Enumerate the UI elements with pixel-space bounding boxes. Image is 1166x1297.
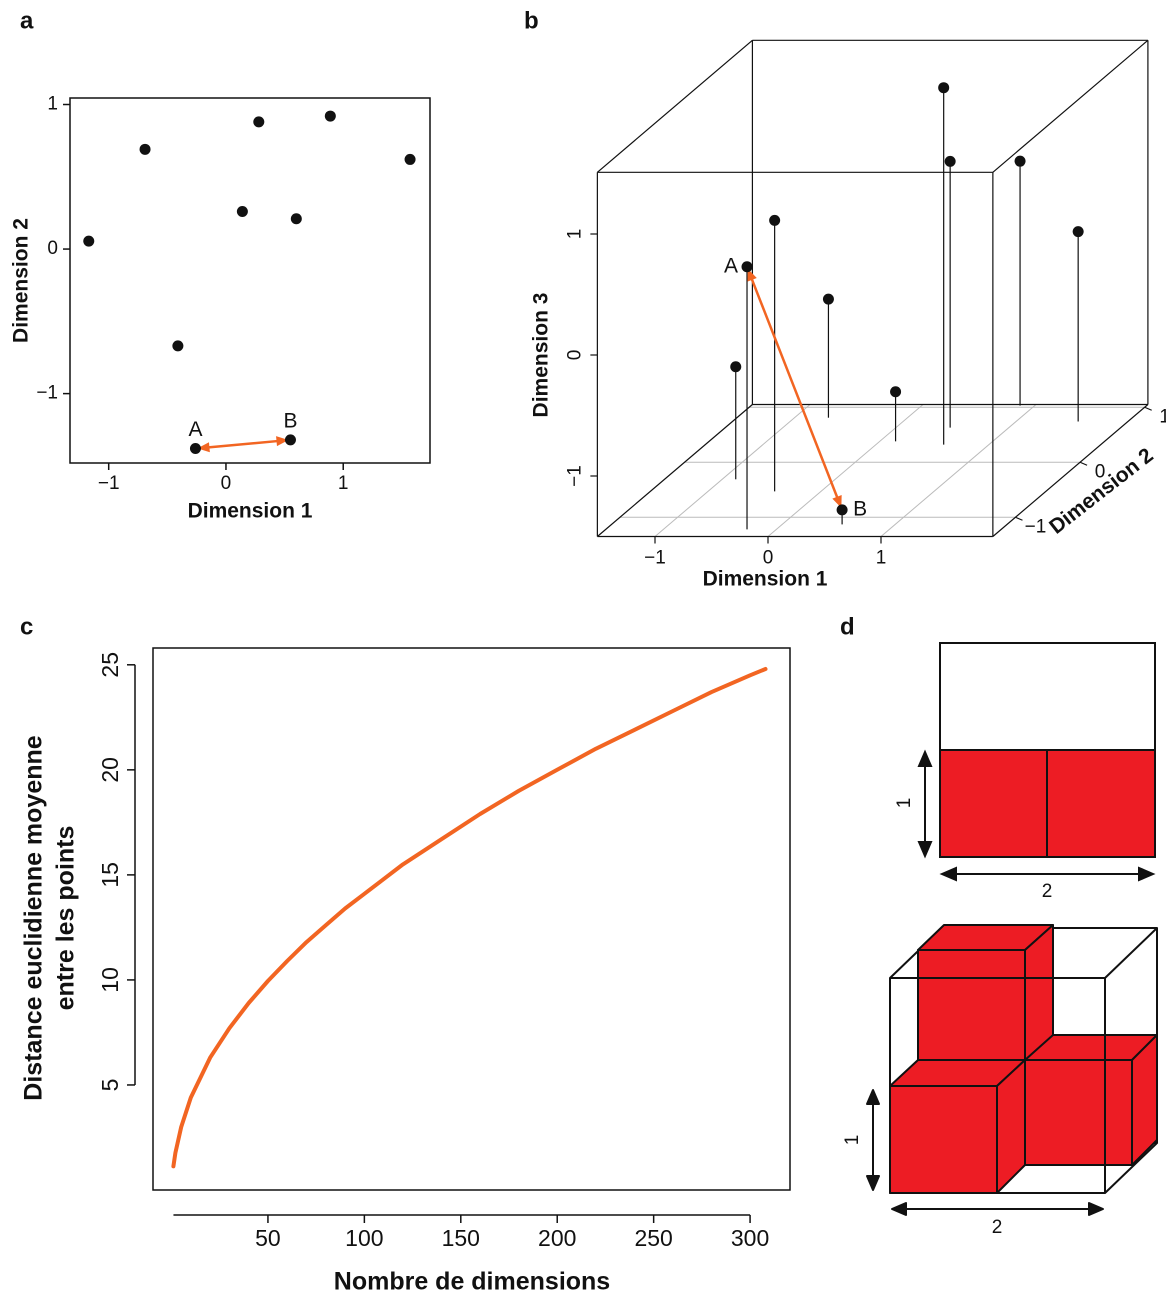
page: {"chart_data":[ {"panel":"a","type":"sca… — [0, 0, 1166, 1297]
box-edge — [993, 40, 1148, 172]
grid-line — [881, 405, 1036, 537]
x-axis-label: Dimension 1 — [188, 500, 313, 523]
box-edge — [597, 40, 752, 172]
x-tick-label: 150 — [442, 1225, 480, 1251]
y-tick-label: 25 — [97, 652, 123, 678]
x-tick-label: 1 — [338, 473, 349, 494]
point — [325, 111, 336, 122]
z-tick-label: 0 — [564, 350, 585, 361]
point — [1073, 226, 1084, 237]
panel-letter: c — [20, 613, 33, 640]
point — [730, 361, 741, 372]
point-label: B — [283, 409, 297, 432]
point — [945, 156, 956, 167]
dimension-label: 1 — [842, 1135, 863, 1146]
panel-letter: b — [524, 7, 539, 34]
point-label: B — [853, 497, 867, 520]
y-tick — [1015, 517, 1022, 520]
y-tick-label: −1 — [1025, 516, 1047, 537]
z-axis-label: Dimension 3 — [530, 293, 553, 418]
y-tick-label: 10 — [97, 967, 123, 993]
y-axis-label: Distance euclidienne moyenne — [20, 735, 48, 1100]
point — [140, 144, 151, 155]
x-tick-label: −1 — [98, 473, 120, 494]
point — [742, 261, 753, 272]
point-label: A — [724, 254, 738, 277]
point — [237, 206, 248, 217]
point — [837, 504, 848, 515]
x-tick-label: 0 — [763, 548, 774, 569]
plot-frame — [70, 98, 430, 463]
dimension-label: 2 — [992, 1217, 1003, 1238]
y-tick-label: 1 — [1159, 406, 1166, 427]
point — [253, 116, 264, 127]
y-tick — [1080, 462, 1087, 465]
grid-line — [655, 405, 810, 537]
point — [890, 386, 901, 397]
arrow-line — [750, 275, 839, 501]
panel-letter: a — [20, 7, 34, 34]
diagram-cube — [867, 925, 1157, 1215]
y-axis-label: Dimension 2 — [1045, 444, 1158, 539]
x-axis-label: Nombre de dimensions — [334, 1268, 610, 1296]
panel-letter: d — [840, 613, 855, 640]
arrow-line — [204, 441, 281, 448]
x-tick-label: −1 — [644, 548, 666, 569]
point — [405, 154, 416, 165]
x-tick-label: 250 — [634, 1225, 672, 1251]
point — [938, 82, 949, 93]
y-axis-label: entre les points — [52, 826, 80, 1011]
z-tick-label: 1 — [564, 229, 585, 240]
y-axis-label: Dimension 2 — [10, 218, 33, 343]
point-label: A — [188, 418, 202, 441]
dimension-label: 1 — [894, 798, 915, 809]
y-tick-label: 20 — [97, 757, 123, 783]
x-tick-label: 0 — [221, 473, 232, 494]
x-tick-label: 200 — [538, 1225, 576, 1251]
point — [83, 236, 94, 247]
y-tick-label: 1 — [47, 94, 58, 115]
y-tick-label: 5 — [97, 1079, 123, 1092]
point — [769, 215, 780, 226]
figure: a b c d 1 2 — [0, 0, 1166, 1297]
point — [291, 213, 302, 224]
y-tick-label: 0 — [47, 238, 58, 259]
y-tick-label: −1 — [36, 383, 58, 404]
box-edge — [597, 405, 752, 537]
x-axis-label: Dimension 1 — [703, 568, 828, 591]
point — [190, 443, 201, 454]
plot-frame — [153, 648, 790, 1190]
grid-line — [768, 405, 923, 537]
point — [1015, 156, 1026, 167]
data-line — [173, 669, 765, 1166]
y-tick — [1145, 407, 1152, 410]
x-tick-label: 300 — [731, 1225, 769, 1251]
dimension-label: 2 — [1042, 881, 1053, 902]
x-tick-label: 1 — [876, 548, 887, 569]
x-tick-label: 100 — [345, 1225, 383, 1251]
x-tick-label: 50 — [255, 1225, 281, 1251]
point — [285, 434, 296, 445]
z-tick-label: −1 — [564, 465, 585, 487]
y-tick-label: 15 — [97, 862, 123, 888]
point — [172, 340, 183, 351]
diagram-square — [919, 643, 1155, 880]
point — [823, 294, 834, 305]
